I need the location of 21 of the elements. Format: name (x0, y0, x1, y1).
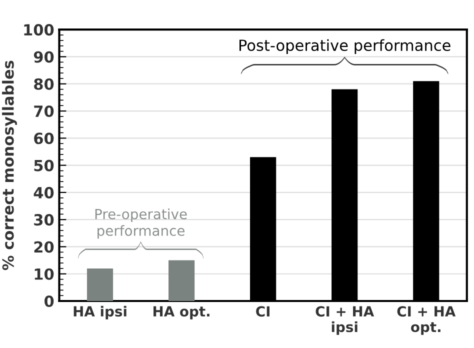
y-tick-label: 50 (34, 160, 54, 172)
y-tick-label: 10 (34, 268, 54, 280)
y-tick-label: 30 (34, 214, 54, 226)
y-tick-label: 80 (34, 78, 54, 90)
annotation: Pre-operative performance (95, 208, 187, 239)
x-tick-label: CI + HA opt. (397, 306, 456, 335)
x-tick-label: CI (256, 306, 270, 317)
x-tick-label: HA ipsi (74, 306, 126, 320)
y-tick-label: 100 (24, 24, 54, 36)
y-tick-label: 70 (34, 105, 54, 118)
y-tick-label: 40 (34, 186, 54, 198)
y-tick-label: 90 (34, 51, 54, 63)
y-tick-label: 20 (34, 241, 54, 253)
y-axis-title: % correct monosyllables (2, 60, 17, 270)
x-tick-label: CI + HA ipsi (316, 306, 374, 335)
y-tick-label: 60 (34, 132, 54, 144)
x-tick-label: HA opt. (154, 306, 210, 320)
bar (86, 268, 114, 302)
bar (168, 260, 195, 302)
annotation: Post-operative performance (239, 39, 450, 54)
y-tick-label: 0 (44, 295, 54, 308)
